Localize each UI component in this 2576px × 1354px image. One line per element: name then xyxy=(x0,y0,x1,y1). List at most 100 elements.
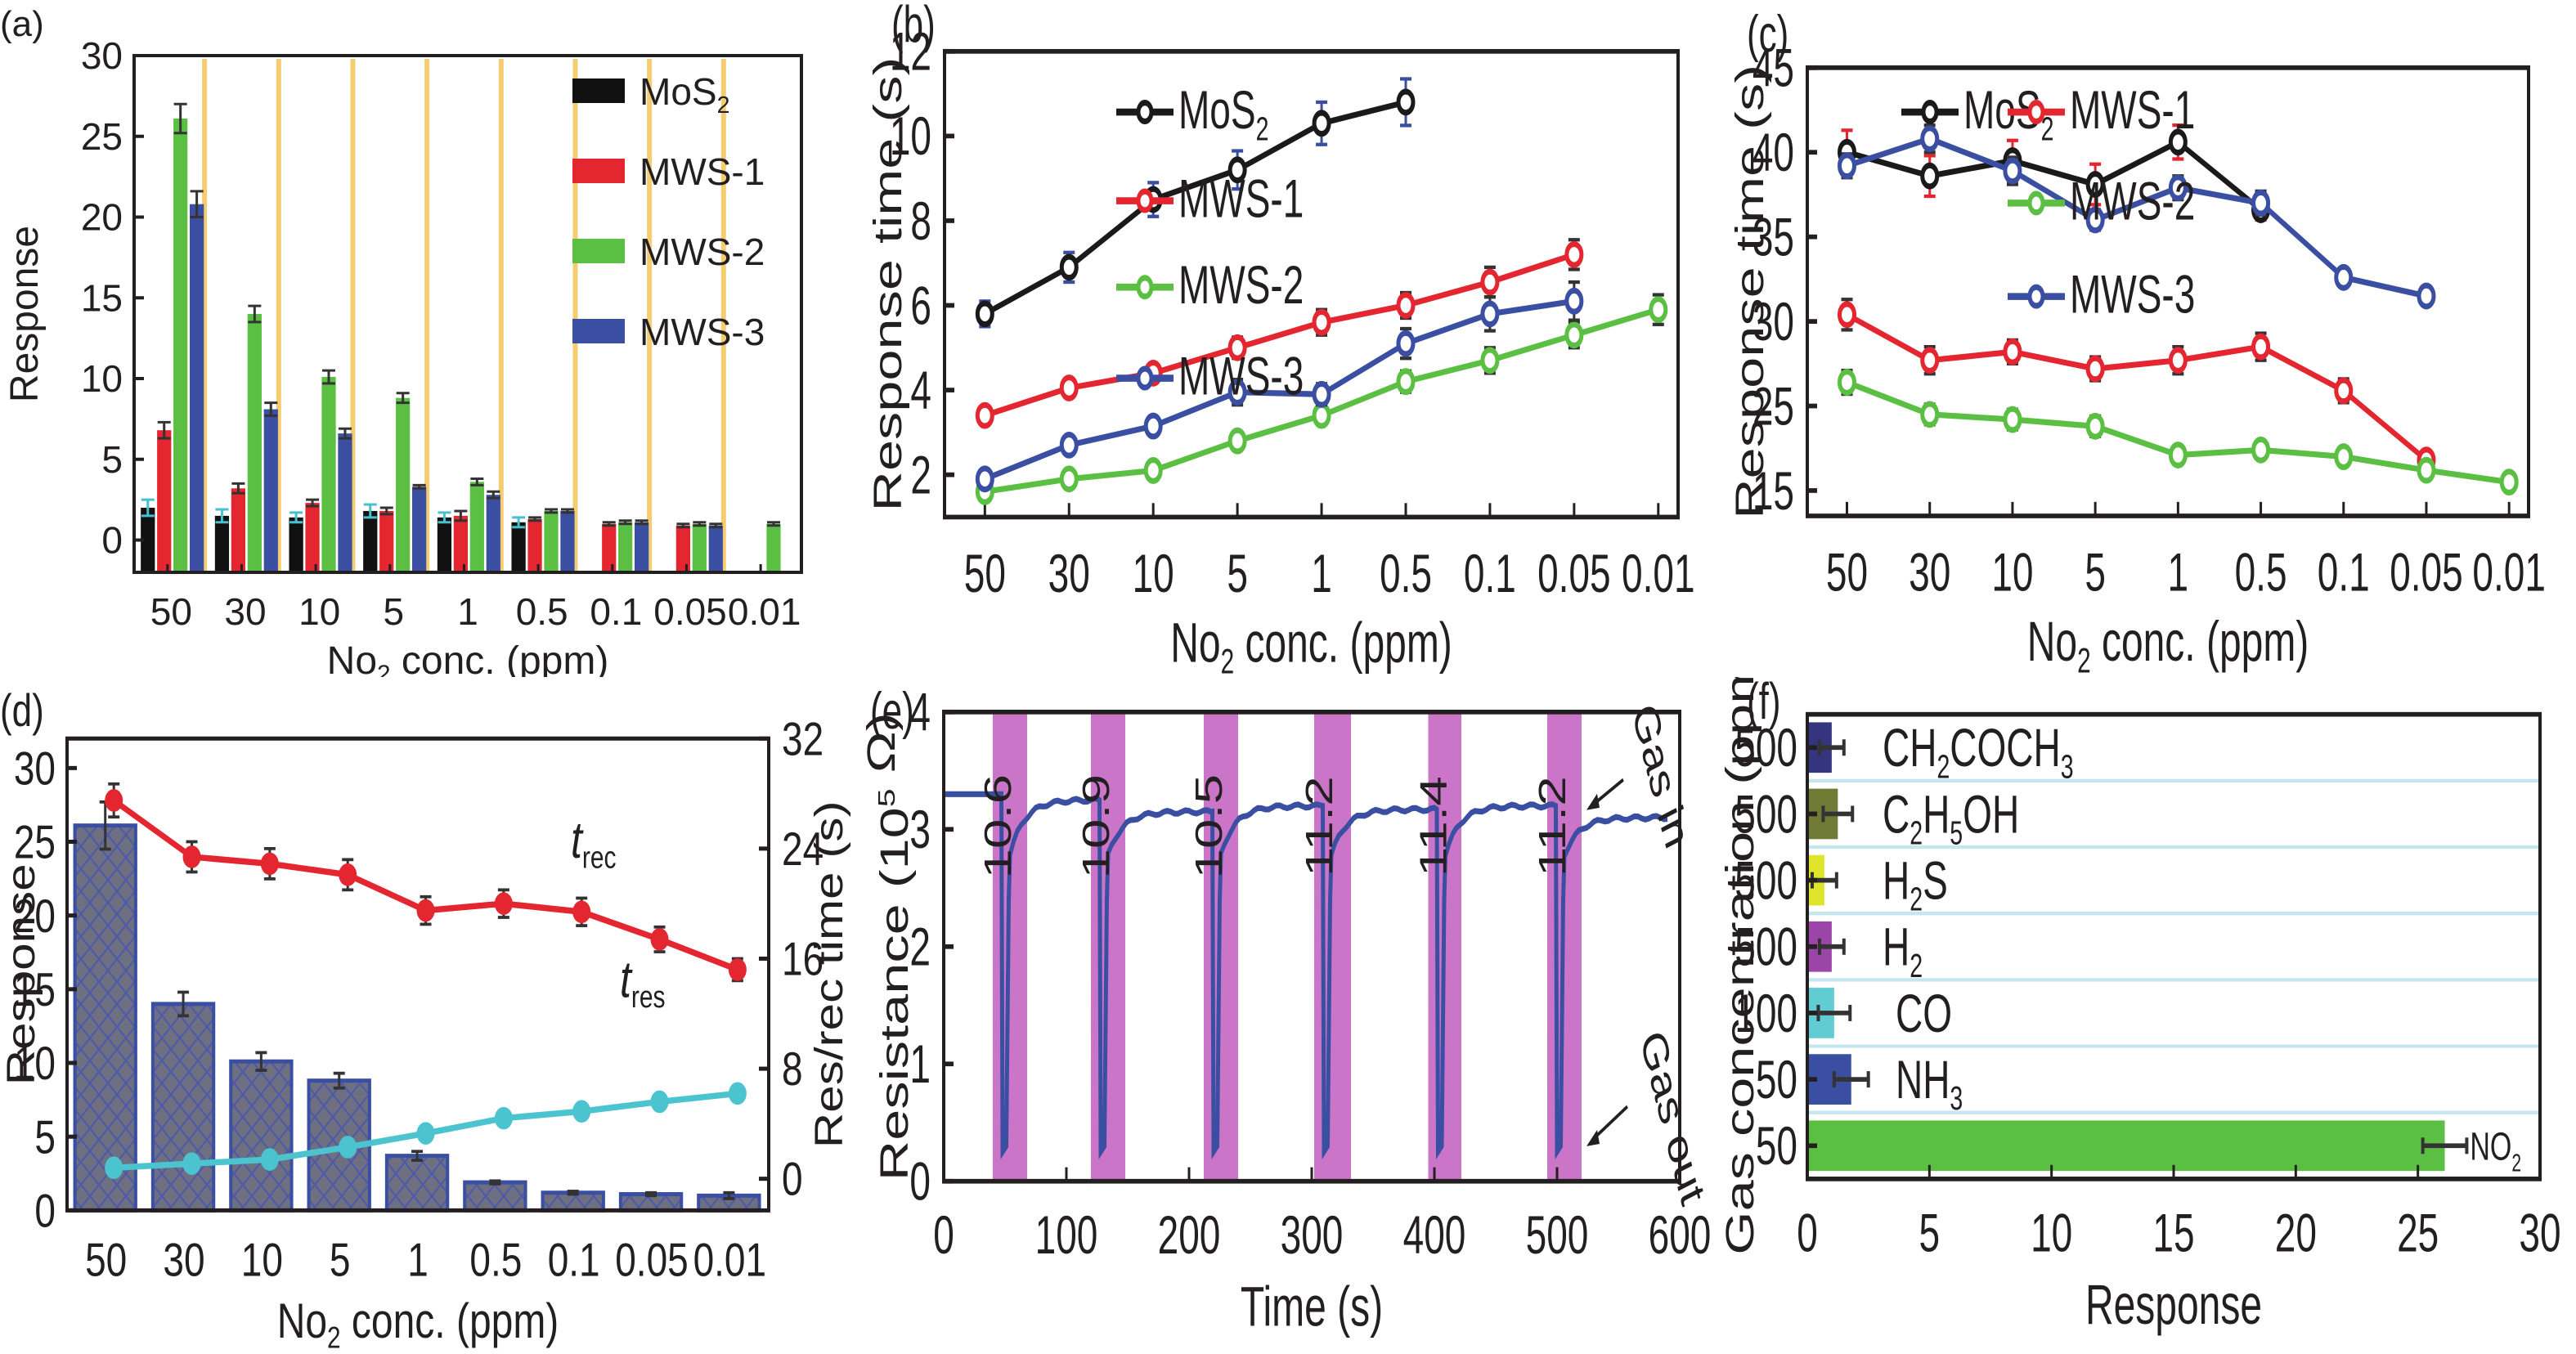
bar-mws-1-30 xyxy=(231,488,245,572)
bar-mws-2-5 xyxy=(396,397,411,572)
text-span: Response xyxy=(0,863,43,1085)
x-tick-label: 1 xyxy=(2168,543,2189,603)
legend-label-3: MWS-3 xyxy=(1178,347,1304,407)
data-point-mws-1 xyxy=(2003,338,2022,365)
y-axis-label: Response time (s) xyxy=(1727,65,1771,519)
bar-mos2-1 xyxy=(437,517,452,572)
legend-marker-1 xyxy=(1136,188,1154,213)
data-point-mws-2 xyxy=(2499,469,2519,496)
series-line-mws-3 xyxy=(1846,136,2427,299)
y-axis-label-group: Gas concentration (ppm) xyxy=(1717,677,1761,1255)
data-point-mws-3 xyxy=(2417,282,2436,310)
y-tick-label: 25 xyxy=(1752,377,1794,437)
text-span: COCH xyxy=(1950,719,2060,778)
bar-mws-2-0.05 xyxy=(692,523,707,572)
x-tick-label: 30 xyxy=(2519,1204,2560,1263)
bar-mws-3-30 xyxy=(263,409,278,572)
x-tick-label: 1 xyxy=(407,1235,429,1287)
bar-mws-2-0.1 xyxy=(618,522,633,572)
resistance-trace xyxy=(944,791,1668,1160)
response-time-annotation-3: 11.2 xyxy=(1299,776,1340,877)
data-point-t_res xyxy=(650,1090,669,1114)
data-point-mws-3 xyxy=(2168,174,2188,202)
group-separator xyxy=(276,59,281,572)
text-span: conc. (ppm) xyxy=(1234,611,1452,675)
y-tick-label: 50 xyxy=(1756,1051,1797,1110)
text-span: conc. (ppm) xyxy=(391,639,609,677)
text-span: 2 xyxy=(2511,1149,2521,1177)
text-span: conc. (ppm) xyxy=(2091,609,2309,673)
text-span: 2 xyxy=(744,231,765,273)
gas-label-ch2coch3: CH2​COCH3​ xyxy=(1883,719,2074,785)
x-tick-label: 1 xyxy=(457,590,478,633)
response-time-annotation-2: 10.5 xyxy=(1188,774,1230,879)
data-point-mws-3 xyxy=(2003,157,2022,185)
gas-in-label: Gas in xyxy=(1624,697,1697,855)
data-point-mws-3 xyxy=(1920,125,1940,153)
legend-swatch-3 xyxy=(572,319,625,343)
y-tick-label: 15 xyxy=(14,964,56,1016)
x-axis-label: No2​ conc. (ppm) xyxy=(2027,609,2309,677)
series-line-mws-1 xyxy=(1846,312,2428,463)
x-tick-label: 10 xyxy=(298,590,340,633)
bar-response-30 xyxy=(150,1002,216,1213)
text-span: C xyxy=(1883,785,1910,845)
data-point-mws-2 xyxy=(1838,369,1857,396)
data-point-mws-2 xyxy=(1059,465,1079,493)
bar-mws-1-50 xyxy=(157,430,172,572)
series-line-mos2 xyxy=(984,99,1407,317)
x-tick-label: 30 xyxy=(1048,545,1090,604)
panel-label: (c) xyxy=(1747,6,1788,62)
x-tick-label: 0.01 xyxy=(2472,543,2546,603)
data-point-mws-3 xyxy=(1059,431,1079,459)
legend-swatch-0 xyxy=(572,78,625,103)
x-tick-label: 0.05 xyxy=(615,1235,689,1287)
text-span: conc. (ppm) xyxy=(341,1293,559,1348)
gas-label-h2s: H2​S xyxy=(1883,852,1948,918)
data-point-t_res xyxy=(105,1156,123,1180)
data-point-mws-2 xyxy=(2417,456,2436,484)
x-tick-label: 5 xyxy=(2085,543,2106,603)
panel-b-response-time: 2 4 6 8 10 12 50 30 10 5 1 0.5 0.1 0.05 0.01 (b) Respons… xyxy=(859,0,1717,677)
x-tick-label: 0 xyxy=(1797,1204,1818,1263)
x-tick-label: 500 xyxy=(1526,1206,1589,1266)
y-tick-label: 4 xyxy=(910,361,931,421)
x-tick-label: 15 xyxy=(2152,1204,2194,1263)
gas-out-arrow xyxy=(1592,1105,1628,1141)
bar-mws-3-10 xyxy=(338,433,352,572)
legend-swatch-2 xyxy=(572,239,625,263)
data-point-mws-1 xyxy=(2085,355,2105,383)
x-axis-label: Response xyxy=(2085,1272,2262,1336)
y-right-tick-label: 8 xyxy=(782,1043,803,1096)
data-point-mws-1 xyxy=(1920,347,1940,374)
x-tick-label: 50 xyxy=(964,545,1006,604)
group-separator xyxy=(720,59,726,572)
x-tick-label: 5 xyxy=(384,590,405,633)
y-tick-label: 500 xyxy=(1735,918,1797,978)
data-point-mws-3 xyxy=(2251,189,2271,217)
chart-c: 15 25 30 35 40 45 50 30 10 5 1 0.5 0.1 0.05 0.01 (c)Res… xyxy=(1727,6,2546,677)
group-separator xyxy=(202,59,208,572)
bar-mws-3-5 xyxy=(412,486,427,572)
y-axis-label: Resistance (105 Ω) xyxy=(859,712,916,1181)
text-span: Response time (s) xyxy=(865,57,909,512)
x-tick-label: 400 xyxy=(1403,1206,1466,1266)
y-right-tick-label: 16 xyxy=(782,934,824,986)
y-tick-label: 0 xyxy=(909,1153,931,1213)
chart-d: 0 5 10 15 20 25 30 0 8 16 24 32 50 30 10 5 1 0.5 0.1 0.05 0.… xyxy=(0,685,851,1354)
text-span: OH xyxy=(1963,785,2019,845)
bar-mws-3-0.5 xyxy=(560,510,575,572)
legend-label-3: MWS-3 xyxy=(640,311,765,353)
text-span: 2 xyxy=(1910,815,1923,852)
legend-marker-3 xyxy=(1136,365,1154,391)
x-axis-label: No2​ conc. (ppm) xyxy=(1170,611,1452,677)
data-point-mws-2 xyxy=(1920,401,1940,428)
series-line-mws-3 xyxy=(984,298,1575,482)
text-span: Response xyxy=(2085,1272,2262,1336)
plot-frame xyxy=(1806,65,2530,518)
bar-mos2-50 xyxy=(141,508,155,572)
bar-mos2-30 xyxy=(214,515,230,572)
bar-mws-1-0.5 xyxy=(527,518,542,572)
x-tick-label: 10 xyxy=(1991,543,2033,603)
bar-mos2-10 xyxy=(289,517,303,572)
